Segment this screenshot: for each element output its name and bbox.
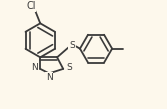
Text: Cl: Cl (26, 1, 36, 11)
Text: S: S (66, 63, 72, 72)
Text: N: N (46, 73, 53, 82)
Text: S: S (69, 41, 75, 50)
Text: N: N (31, 63, 38, 72)
